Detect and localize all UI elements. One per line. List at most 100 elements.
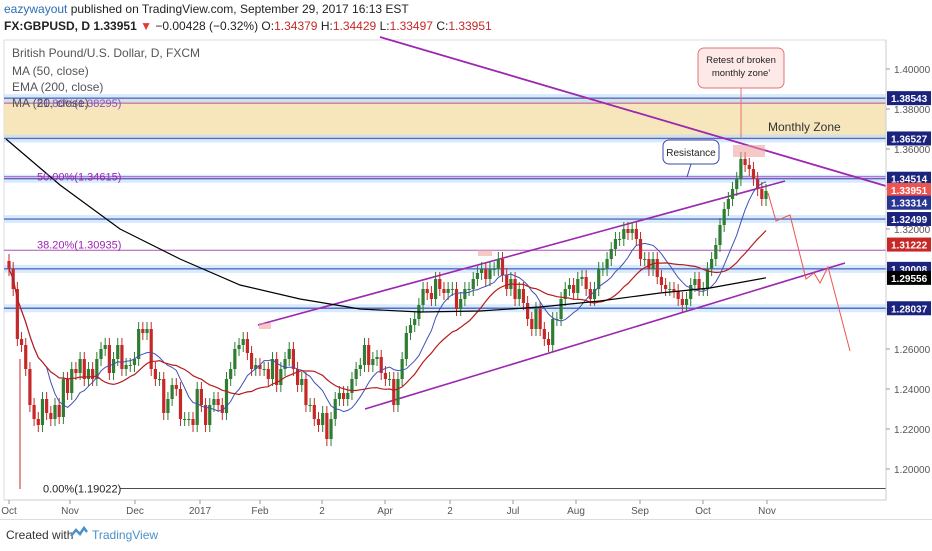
candle-body — [433, 279, 438, 299]
candle-body — [7, 261, 11, 269]
author-link[interactable]: eazywayout — [4, 2, 68, 16]
candle-body — [291, 349, 295, 369]
candle-body — [655, 259, 659, 277]
candle-body — [572, 285, 576, 293]
time-tick-label: 2017 — [189, 506, 212, 517]
tradingview-logo-icon — [70, 525, 88, 545]
ema200-line — [5, 138, 767, 313]
price-tag-label: 1.28037 — [891, 304, 928, 315]
candle-body — [408, 325, 413, 333]
candle-body — [463, 289, 467, 299]
price-tag-label: 1.32499 — [891, 215, 928, 226]
candle-body — [283, 359, 287, 369]
ema200-legend[interactable]: EMA (200, close) — [12, 80, 104, 94]
tradingview-link[interactable]: TradingView — [92, 528, 159, 542]
price-tag-label: 1.33951 — [891, 186, 928, 197]
candle-body — [32, 405, 36, 419]
ma50-legend[interactable]: MA (50, close) — [12, 64, 89, 78]
candle-body — [592, 289, 597, 299]
published-text: published on TradingView.com, September … — [70, 2, 409, 16]
candle-body — [149, 329, 153, 369]
time-tick-label: Nov — [758, 506, 776, 517]
candle-body — [346, 393, 350, 399]
down-arrow-icon: ▼ — [140, 19, 152, 33]
candle-body — [325, 413, 329, 439]
low-value: 1.33497 — [389, 19, 433, 33]
price-tag-label: 1.38543 — [891, 94, 928, 105]
price-tag-label: 1.30008 — [891, 265, 928, 276]
price-tag — [887, 91, 931, 106]
candle-body — [438, 279, 442, 289]
candle-body — [162, 379, 166, 413]
candle-body — [484, 269, 488, 279]
fib-38-label: 38.20%(1.30935) — [37, 239, 121, 251]
monthly-zone — [4, 98, 886, 139]
last-price: 1.33951 — [93, 19, 137, 33]
time-tick-label: Dec — [126, 506, 144, 517]
candle-body — [86, 369, 91, 379]
time-tick-label: Oct — [1, 506, 17, 517]
candle-body — [36, 419, 40, 425]
candle-body — [718, 225, 722, 245]
time-tick-label: 2 — [319, 506, 325, 517]
symbol-label: FX:GBPUSD, D — [4, 19, 91, 33]
ma20-legend[interactable]: MA (20, close) — [12, 96, 89, 110]
candle-body — [425, 289, 429, 293]
price-tick-label: 1.20000 — [894, 465, 931, 476]
time-tick-label: Sep — [631, 506, 649, 517]
candle-body — [212, 399, 216, 405]
candle-body — [19, 339, 24, 345]
candle-body — [354, 369, 358, 379]
candle-body — [329, 419, 333, 439]
candle-body — [99, 349, 103, 359]
time-tick-label: 2 — [447, 506, 453, 517]
candle-body — [362, 345, 367, 365]
candle-body — [726, 199, 730, 209]
candle-body — [300, 379, 304, 385]
candle-body — [61, 379, 65, 417]
candle-body — [120, 345, 124, 369]
swing-highlight — [478, 250, 492, 256]
resistance-pointer — [686, 163, 692, 178]
candle-body — [626, 229, 630, 233]
candle-body — [605, 259, 609, 269]
candle-body — [78, 359, 82, 373]
candle-body — [103, 345, 107, 349]
publish-info: eazywayout published on TradingView.com,… — [4, 2, 409, 16]
candle-body — [630, 229, 634, 233]
ma20-line — [8, 181, 767, 413]
candle-body — [116, 345, 120, 359]
candle-body — [521, 289, 526, 303]
fib-61-label: 61.80%(1.38295) — [37, 98, 121, 110]
candle-body — [689, 285, 693, 299]
candle-body — [392, 379, 396, 405]
candle-body — [224, 379, 229, 413]
price-tag-label: 1.36527 — [891, 134, 928, 145]
candle-body — [747, 165, 751, 169]
candle-body — [638, 239, 643, 259]
price-tag-label: 1.34514 — [891, 175, 928, 186]
candle-body — [229, 369, 233, 379]
candle-body — [316, 419, 321, 425]
candle-body — [668, 289, 672, 290]
candle-body — [421, 289, 425, 305]
retest-label-line1: Retest of broken — [706, 55, 776, 66]
candle-body — [141, 329, 145, 333]
candle-body — [730, 189, 735, 199]
swing-highlight — [259, 323, 271, 329]
candle-body — [488, 269, 492, 279]
candle-body — [249, 353, 254, 369]
candle-body — [270, 359, 275, 379]
candle-body — [387, 379, 392, 380]
candle-body — [609, 249, 613, 259]
candle-body — [500, 259, 505, 275]
candle-body — [454, 289, 459, 309]
candle-body — [647, 259, 651, 269]
price-tag — [887, 301, 931, 316]
candle-body — [735, 179, 739, 189]
price-tick-label: 1.26000 — [894, 345, 931, 356]
candle-body — [534, 309, 538, 329]
candle-body — [538, 309, 542, 329]
candle-body — [203, 405, 208, 425]
